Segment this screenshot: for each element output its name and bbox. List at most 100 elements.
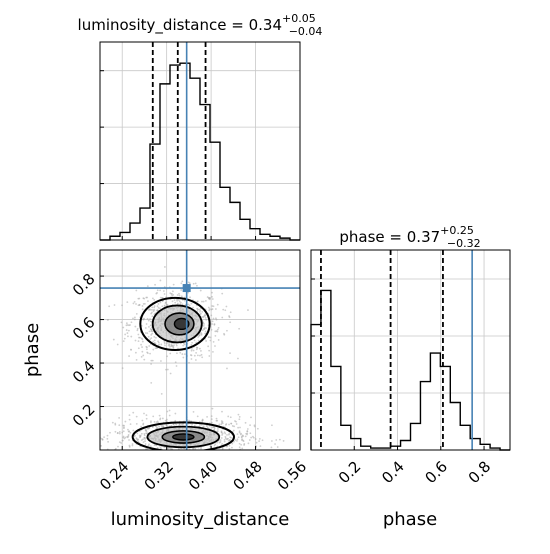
scatter-point — [100, 437, 103, 440]
scatter-truth-marker — [182, 284, 191, 293]
x-axis-label-phase: phase — [383, 509, 437, 530]
scatter-point — [201, 316, 204, 318]
scatter-point — [221, 410, 223, 413]
scatter-point — [192, 282, 195, 285]
ld-hist-step-line — [100, 62, 300, 241]
scatter-point — [183, 299, 186, 302]
scatter-point — [217, 339, 220, 341]
scatter-point — [175, 365, 178, 367]
scatter-point — [213, 323, 216, 325]
scatter-point — [141, 305, 144, 307]
scatter-point — [187, 291, 190, 294]
scatter-point — [199, 310, 201, 313]
scatter-point — [147, 335, 150, 338]
scatter-point — [222, 308, 225, 311]
scatter-point — [214, 330, 217, 333]
scatter-point — [221, 421, 223, 424]
scatter-point — [114, 430, 117, 433]
scatter-point — [219, 441, 222, 443]
scatter-point — [192, 410, 195, 413]
scatter-point — [150, 330, 153, 333]
scatter-point — [271, 424, 273, 427]
scatter-point — [156, 446, 159, 449]
luminosity-distance-histogram-panel — [99, 41, 301, 241]
scatter-point — [223, 440, 226, 443]
scatter-point — [194, 359, 197, 361]
scatter-point — [147, 319, 150, 322]
scatter-point — [128, 418, 131, 421]
scatter-point — [205, 340, 208, 342]
scatter-point — [144, 438, 147, 440]
scatter-point — [199, 354, 201, 357]
scatter-point — [156, 305, 159, 308]
scatter-point — [245, 432, 248, 435]
scatter-point — [200, 423, 203, 426]
scatter-point — [143, 358, 146, 361]
scatter-point — [195, 351, 197, 354]
scatter-point — [150, 421, 152, 424]
scatter-point — [244, 421, 247, 424]
scatter-point — [168, 409, 171, 412]
scatter-point — [143, 297, 146, 300]
scatter-point — [150, 381, 153, 384]
scatter-point — [270, 440, 273, 442]
scatter-point — [221, 447, 224, 450]
scatter-point — [130, 348, 132, 351]
scatter-point — [144, 332, 147, 334]
scatter-point — [114, 423, 117, 426]
scatter-point — [196, 284, 198, 287]
scatter-point — [229, 321, 232, 324]
scatter-point — [231, 446, 233, 449]
scatter-point — [142, 354, 145, 357]
scatter-point — [226, 367, 228, 370]
scatter-point — [132, 411, 135, 414]
scatter-point — [238, 415, 241, 418]
scatter-point — [145, 414, 148, 417]
scatter-point — [127, 335, 129, 338]
scatter-point — [150, 420, 152, 423]
scatter-point — [190, 343, 193, 346]
scatter-point — [153, 298, 156, 301]
scatter-point — [214, 308, 217, 310]
scatter-point — [235, 420, 237, 423]
scatter-point — [221, 316, 224, 319]
scatter-point — [152, 340, 155, 343]
scatter-point — [228, 432, 231, 435]
scatter-point — [278, 438, 281, 441]
scatter-point — [282, 440, 285, 442]
scatter-point — [211, 323, 213, 325]
scatter-point — [220, 431, 223, 434]
scatter-point — [218, 423, 221, 426]
scatter-point — [190, 302, 193, 305]
scatter-point — [201, 300, 203, 303]
scatter-point — [148, 427, 151, 430]
scatter-point — [155, 444, 158, 447]
scatter-point — [128, 414, 131, 417]
scatter-point — [238, 418, 241, 421]
scatter-point — [111, 421, 114, 424]
scatter-point — [123, 337, 126, 340]
scatter-point — [253, 425, 256, 428]
scatter-point — [170, 343, 173, 345]
scatter-point — [238, 431, 241, 434]
scatter-point — [196, 354, 199, 357]
scatter-point — [200, 350, 202, 352]
scatter-point — [169, 447, 172, 450]
scatter-point — [140, 432, 143, 435]
scatter-point — [159, 289, 162, 292]
scatter-point — [146, 332, 149, 335]
scatter-point — [170, 345, 173, 348]
scatter-point — [166, 303, 169, 306]
scatter-point — [239, 426, 241, 429]
scatter-point — [159, 296, 162, 299]
scatter-point — [170, 424, 173, 427]
scatter-point — [141, 340, 144, 343]
scatter-point — [145, 296, 148, 299]
scatter-point — [182, 422, 185, 425]
scatter-point — [166, 420, 168, 423]
scatter-point — [188, 304, 191, 307]
contour-mode2-level4 — [172, 433, 195, 441]
scatter-point — [240, 436, 243, 439]
scatter-point — [205, 318, 208, 321]
